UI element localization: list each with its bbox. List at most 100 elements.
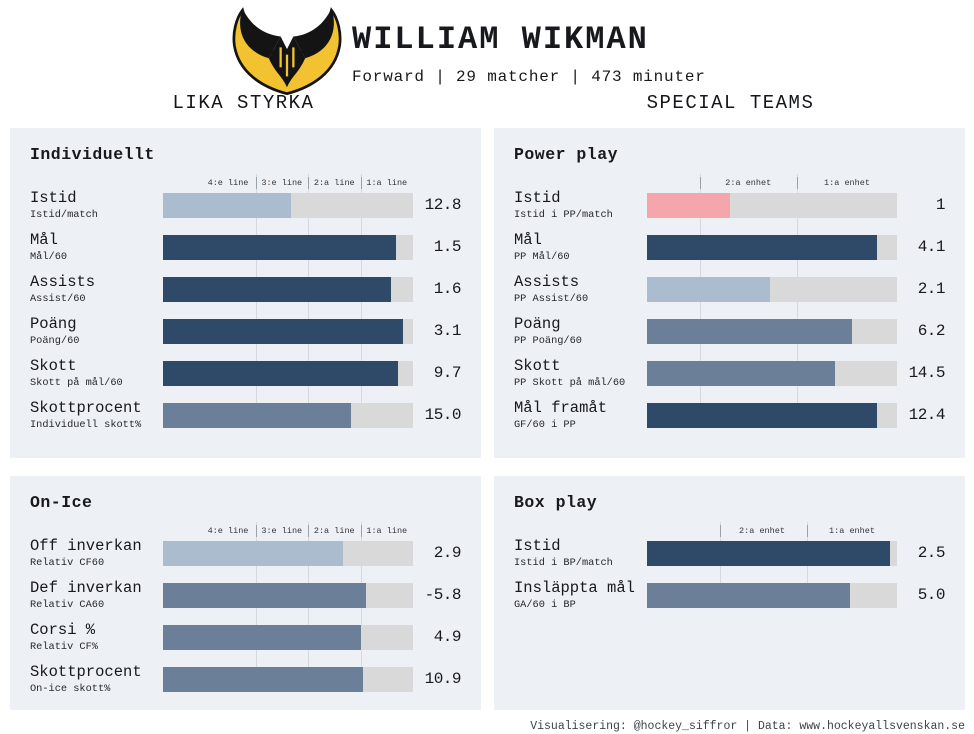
stat-label: Poäng [514,315,561,333]
stat-bar-fill [163,582,366,608]
marker-row-scale: 2:a enhet 1:a enhet [647,174,897,189]
panel-chart: 2:a enhet 1:a enhet Istid Istid i PP/matc… [514,174,946,430]
stat-label: Istid [30,189,77,207]
panel-chart: 4:e line 3:e line 2:a line 1:a line Off inv… [30,522,462,694]
marker-row: 2:a enhet 1:a enhet [514,174,945,189]
stat-sublabel: Istid i PP/match [514,208,613,221]
stat-row: Istid Istid i BP/match 2.5 [514,537,946,567]
stat-label: Corsi % [30,621,96,639]
section-header-even-strength: LIKA STYRKA [172,92,315,114]
stat-sublabel: PP Poäng/60 [514,334,582,347]
stat-label: Istid [514,189,561,207]
stat-bar [647,582,897,608]
stat-sublabel: Istid/match [30,208,98,221]
marker-label: 1:a line [366,526,408,536]
stat-row: Mål Mål/60 1.5 [30,232,462,261]
stat-bar [647,234,897,260]
marker-row-scale: 4:e line 3:e line 2:a line 1:a line [163,522,413,537]
stat-row: Skottprocent Individuell skott% 15.0 [30,400,462,429]
stat-bar [163,276,413,302]
panel-rows: Istid Istid/match 12.8 Mål Mål/60 1.5 As… [30,190,462,429]
stat-labels: Skott PP Skott på mål/60 [514,358,647,387]
stat-labels: Mål PP Mål/60 [514,232,647,261]
stat-bar-fill [647,402,877,428]
stat-row: Insläppta mål GA/60 i BP 5.0 [514,579,946,609]
stat-sublabel: Relativ CF60 [30,556,105,569]
stat-bar [163,402,413,428]
stat-value: 4.9 [433,628,462,647]
stat-sublabel: Istid i BP/match [514,556,613,569]
stat-bar-fill [163,318,403,344]
stat-labels: Poäng PP Poäng/60 [514,315,647,347]
marker-label: 2:a line [313,178,355,188]
stat-label: Insläppta mål [514,579,635,597]
stat-value: 2.5 [917,544,946,563]
stat-row: Poäng Poäng/60 3.1 [30,316,462,345]
stat-value: 4.1 [917,238,946,257]
stat-labels: Poäng Poäng/60 [30,316,163,347]
marker-row-scale: 4:e line 3:e line 2:a line 1:a line [163,174,413,189]
marker-label: 4:e line [207,526,249,536]
stat-bar-fill [647,192,730,218]
stat-label: Istid [514,537,561,555]
panel-chart: 4:e line 3:e line 2:a line 1:a line Istid I… [30,174,462,430]
stat-value: 14.5 [908,364,946,383]
marker-label: 2:a line [313,526,355,536]
panel-box-play: Box play 2:a enhet 1:a enhet Istid Istid … [494,476,965,710]
marker-divider [308,525,309,537]
stat-sublabel: Poäng/60 [30,334,80,347]
stat-sublabel: On-ice skott% [30,682,111,695]
stat-bar-fill [163,624,361,650]
marker-row: 2:a enhet 1:a enhet [514,522,945,537]
stat-bar-fill [647,234,877,260]
stat-value: 15.0 [424,406,462,425]
stat-labels: Skottprocent On-ice skott% [30,664,163,695]
stat-labels: Skott Skott på mål/60 [30,357,163,387]
stat-bar [647,402,897,428]
stat-labels: Istid Istid i PP/match [514,189,647,221]
stat-bar [647,540,897,566]
stat-bar [647,276,897,302]
stat-bar [163,192,413,218]
stat-row: Assists Assist/60 1.6 [30,274,462,303]
stat-value: 6.2 [917,322,946,341]
stat-row: Def inverkan Relativ CA60 -5.8 [30,580,462,609]
stat-value: 12.4 [908,406,946,425]
marker-divider [360,525,362,537]
stat-sublabel: Relativ CA60 [30,598,105,611]
marker-divider [797,177,798,189]
stat-bar-fill [647,276,770,302]
stat-labels: Istid Istid/match [30,189,163,221]
stat-label: Assists [514,273,580,291]
stat-bar [163,540,413,566]
marker-label: 2:a enhet [725,178,772,188]
stat-row: Mål framåt GF/60 i PP 12.4 [514,400,946,429]
stat-row: Istid Istid/match 12.8 [30,190,462,219]
stat-bar [647,192,897,218]
stat-bar [647,318,897,344]
stat-row: Mål PP Mål/60 4.1 [514,232,946,261]
panel-chart: 2:a enhet 1:a enhet Istid Istid i BP/matc… [514,522,946,610]
stat-value: 3.1 [433,322,462,341]
header: WILLIAM WIKMAN Forward | 29 matcher | 47… [0,0,974,125]
marker-divider [807,525,808,537]
footer-credit: Visualisering: @hockey_siffror | Data: w… [530,720,965,733]
stat-bar-fill [647,540,890,566]
panel-title: Power play [514,145,619,164]
player-meta: Forward | 29 matcher | 473 minuter [352,68,706,86]
stat-label: Mål framåt [514,399,608,417]
stat-value: 2.1 [917,280,946,299]
section-header-special-teams: SPECIAL TEAMS [646,92,815,114]
section-headers: LIKA STYRKA SPECIAL TEAMS [0,92,974,114]
stat-bar [163,234,413,260]
stat-bar-fill [163,234,396,260]
stat-bar-fill [163,276,391,302]
player-name: WILLIAM WIKMAN [352,21,649,58]
stat-value: 2.9 [433,544,462,563]
stat-labels: Mål framåt GF/60 i PP [514,399,647,429]
stat-bar-fill [163,192,291,218]
stat-bar-fill [163,666,363,692]
marker-label: 4:e line [207,178,249,188]
stat-value: 1 [935,196,946,215]
stat-label: Skott [30,357,77,375]
